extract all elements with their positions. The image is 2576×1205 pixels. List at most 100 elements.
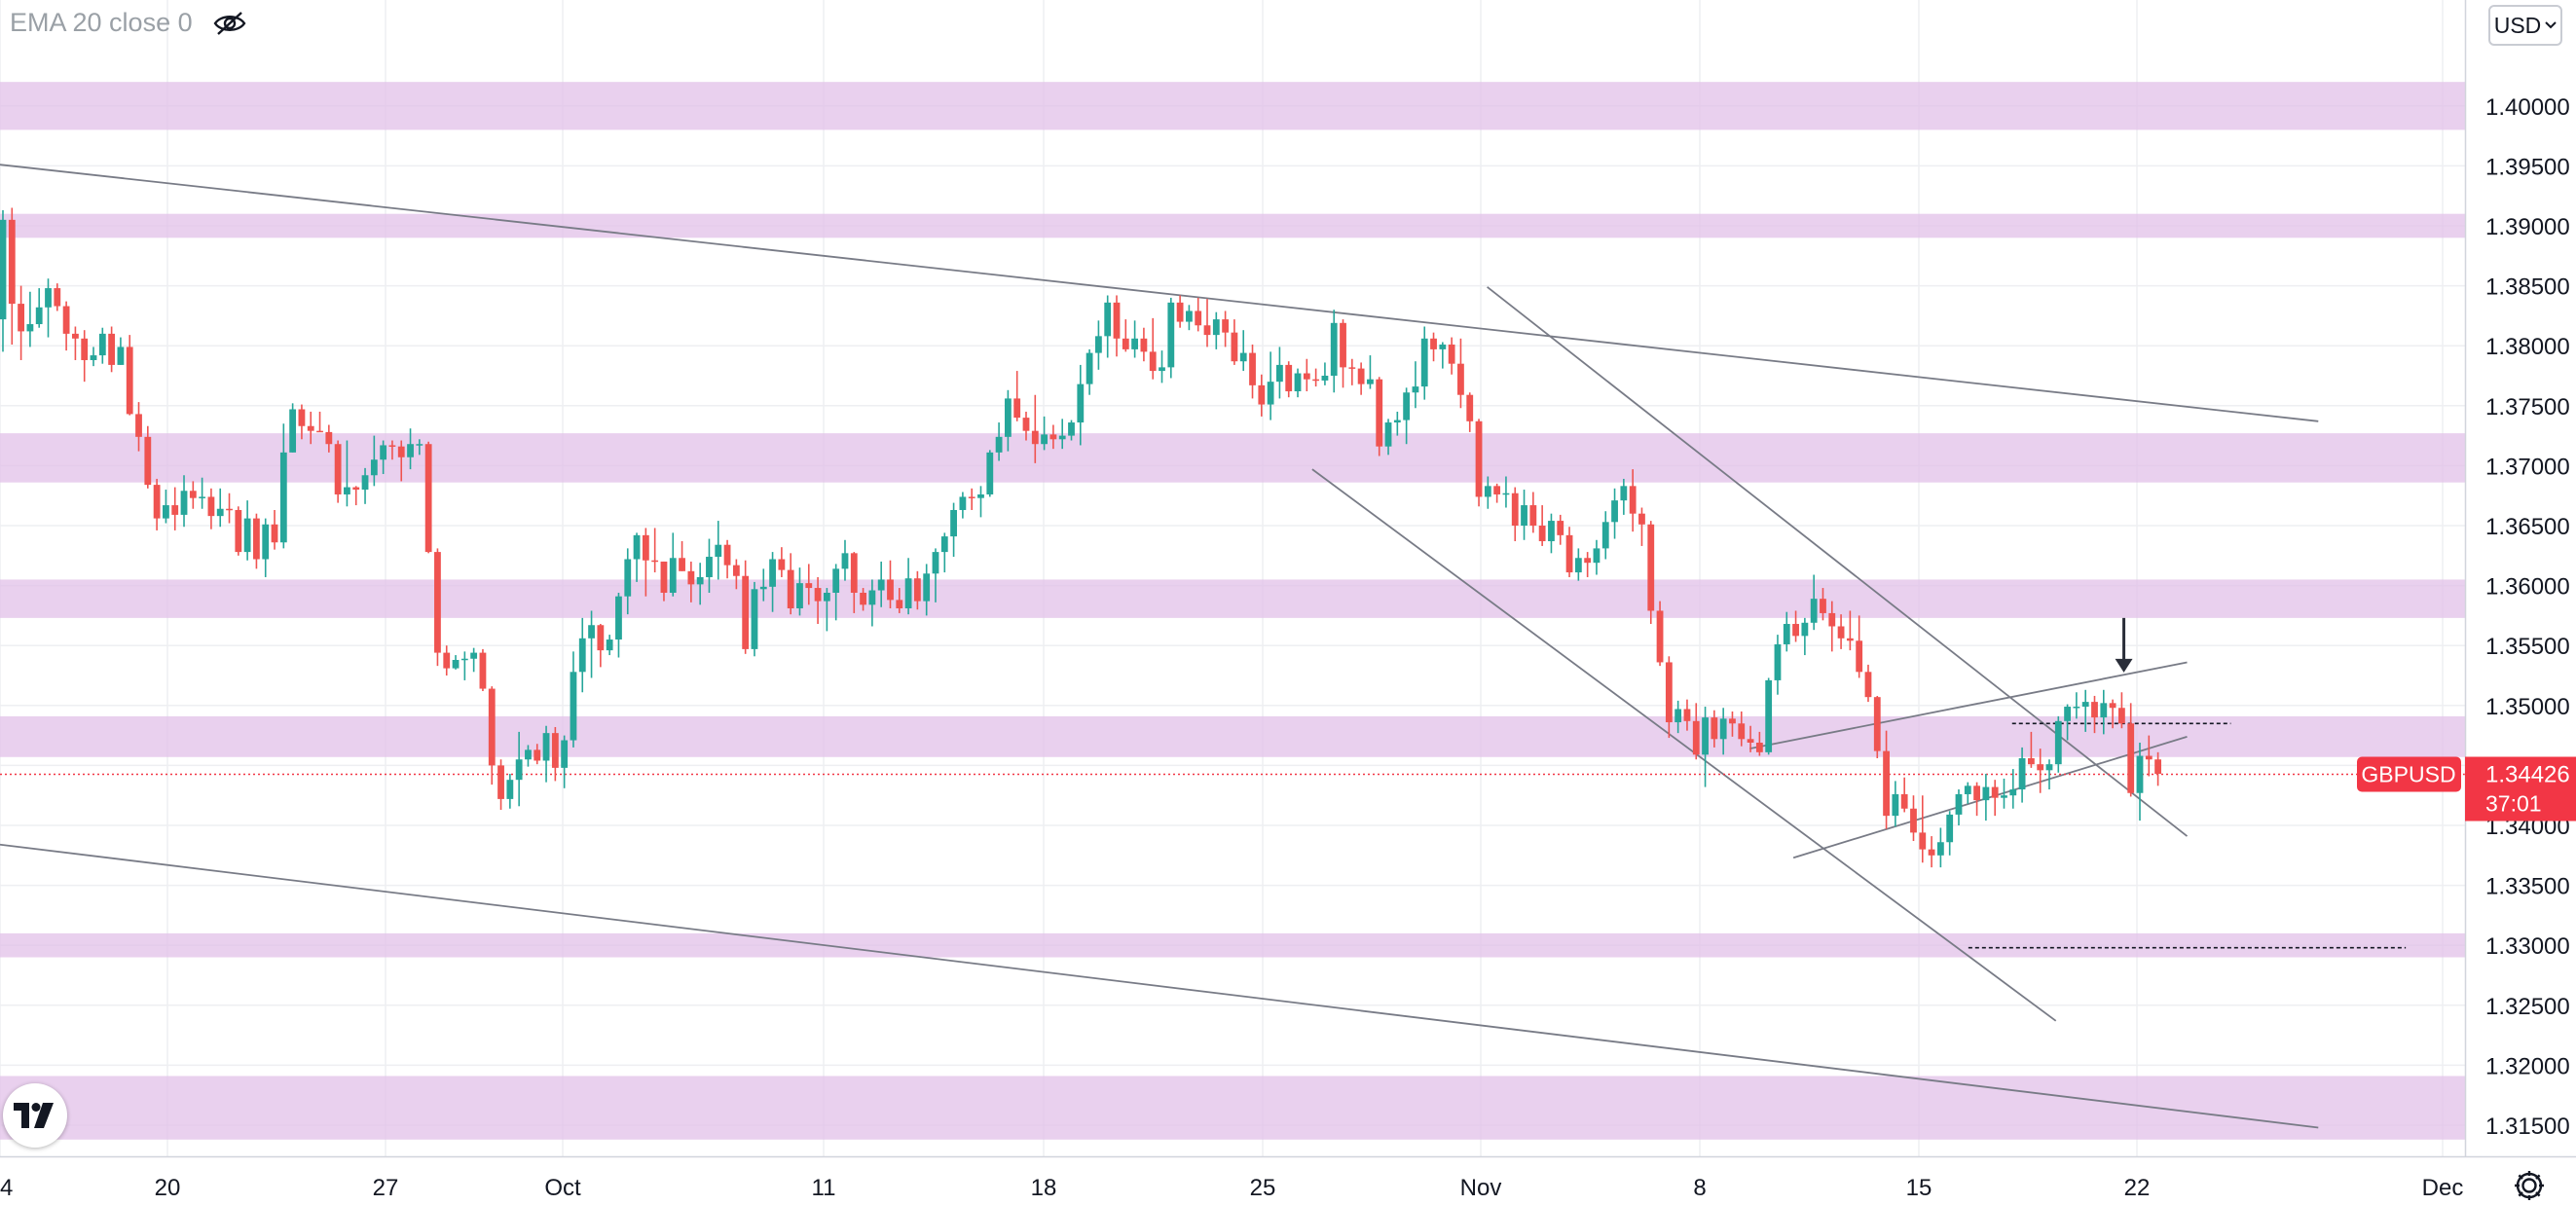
indicator-legend[interactable]: EMA 20 close 0 <box>10 8 247 38</box>
candle <box>923 564 931 616</box>
candle-body <box>2145 755 2153 760</box>
candle <box>1077 364 1085 446</box>
candle-body <box>1883 750 1890 817</box>
candle-body <box>1783 624 1790 644</box>
candle <box>1393 411 1401 436</box>
tradingview-logo-icon[interactable] <box>3 1083 67 1148</box>
candle <box>207 488 215 529</box>
candle-body <box>1340 322 1346 368</box>
candle <box>651 528 659 573</box>
candle-body <box>932 552 939 574</box>
candle-body <box>597 625 605 651</box>
candle-body <box>144 436 152 486</box>
candle <box>18 285 25 360</box>
candle <box>706 538 713 593</box>
candle-body <box>388 445 396 447</box>
candle <box>1801 617 1809 656</box>
y-tick-label: 1.35500 <box>2485 634 2570 660</box>
candle-body <box>1792 624 1799 637</box>
candle-body <box>624 559 632 597</box>
currency-selector[interactable]: USD <box>2488 5 2562 46</box>
candle <box>424 441 432 554</box>
y-tick-label: 1.32000 <box>2485 1053 2570 1079</box>
candle-body <box>8 219 16 305</box>
candle <box>1022 411 1030 441</box>
candle <box>1702 707 1709 787</box>
candle <box>2136 742 2144 822</box>
candle <box>479 648 487 692</box>
candle-body <box>1511 493 1519 526</box>
candle <box>1810 574 1818 631</box>
candle-body <box>1837 626 1845 639</box>
candle <box>153 478 161 530</box>
candle <box>1719 708 1727 755</box>
candle <box>506 774 514 809</box>
candle-body <box>1403 392 1411 420</box>
eye-off-icon[interactable] <box>212 10 247 37</box>
candle-body <box>1638 513 1645 525</box>
candle-body <box>2018 758 2026 790</box>
candle <box>1457 338 1464 409</box>
candle <box>1747 725 1754 752</box>
candle-body <box>805 583 813 589</box>
y-tick-label: 1.35000 <box>2485 694 2570 720</box>
candle-body <box>1013 398 1021 419</box>
candle-body <box>1484 486 1491 497</box>
support-resistance-zones <box>0 82 2465 1140</box>
candle-body <box>1448 344 1455 364</box>
candle-body <box>1357 368 1365 384</box>
candle-body <box>45 288 52 308</box>
candle <box>995 422 1003 461</box>
candle-body <box>424 444 432 553</box>
candle <box>279 423 287 549</box>
candle-body <box>1321 376 1329 381</box>
candle-body <box>189 491 197 498</box>
candle-body <box>986 452 994 494</box>
candle-body <box>235 509 242 553</box>
candle-body <box>54 288 61 307</box>
price-axis[interactable]: 1.315001.320001.325001.330001.335001.340… <box>2464 0 2576 1205</box>
candle-body <box>2100 703 2108 718</box>
candle <box>470 647 478 673</box>
candle <box>1267 351 1274 420</box>
candle-body <box>2001 795 2007 798</box>
x-tick-label: 27 <box>373 1175 399 1201</box>
candle-body <box>1195 310 1202 326</box>
candle-body <box>1159 367 1165 372</box>
candle <box>1900 777 1908 813</box>
y-tick-label: 1.31500 <box>2485 1114 2570 1140</box>
candle <box>2037 749 2044 793</box>
candle <box>1910 795 1917 842</box>
candle-body <box>135 414 142 437</box>
candle-body <box>841 553 849 569</box>
candle <box>1548 513 1555 554</box>
candle <box>660 561 668 602</box>
y-tick-label: 1.38500 <box>2485 274 2570 301</box>
candle <box>742 560 750 654</box>
candle-body <box>723 544 731 566</box>
time-axis[interactable]: 4 20 27 Oct 11 18 25 Nov 8 15 22 Dec <box>0 1155 2576 1202</box>
candle-body <box>1222 319 1230 333</box>
gear-icon[interactable] <box>2510 1166 2549 1205</box>
candle <box>1991 780 1999 817</box>
candle <box>977 486 984 518</box>
candle <box>45 278 52 338</box>
candle-body <box>1466 394 1474 421</box>
candle-body <box>1991 786 1999 798</box>
candle-body <box>1620 486 1628 501</box>
candle <box>1765 677 1773 755</box>
candle-body <box>1801 622 1809 637</box>
candle <box>1384 419 1392 456</box>
candle-body <box>361 475 369 491</box>
candle-body <box>1538 526 1546 542</box>
candle-body <box>1521 505 1527 526</box>
candle-body <box>1376 379 1383 447</box>
candle-body <box>1303 373 1310 380</box>
candle-body <box>2045 764 2053 771</box>
candle <box>2154 751 2162 786</box>
candle-body <box>669 558 677 593</box>
candle <box>1312 368 1320 387</box>
candle <box>1249 344 1256 399</box>
indicator-label[interactable]: EMA 20 close 0 <box>10 8 193 37</box>
